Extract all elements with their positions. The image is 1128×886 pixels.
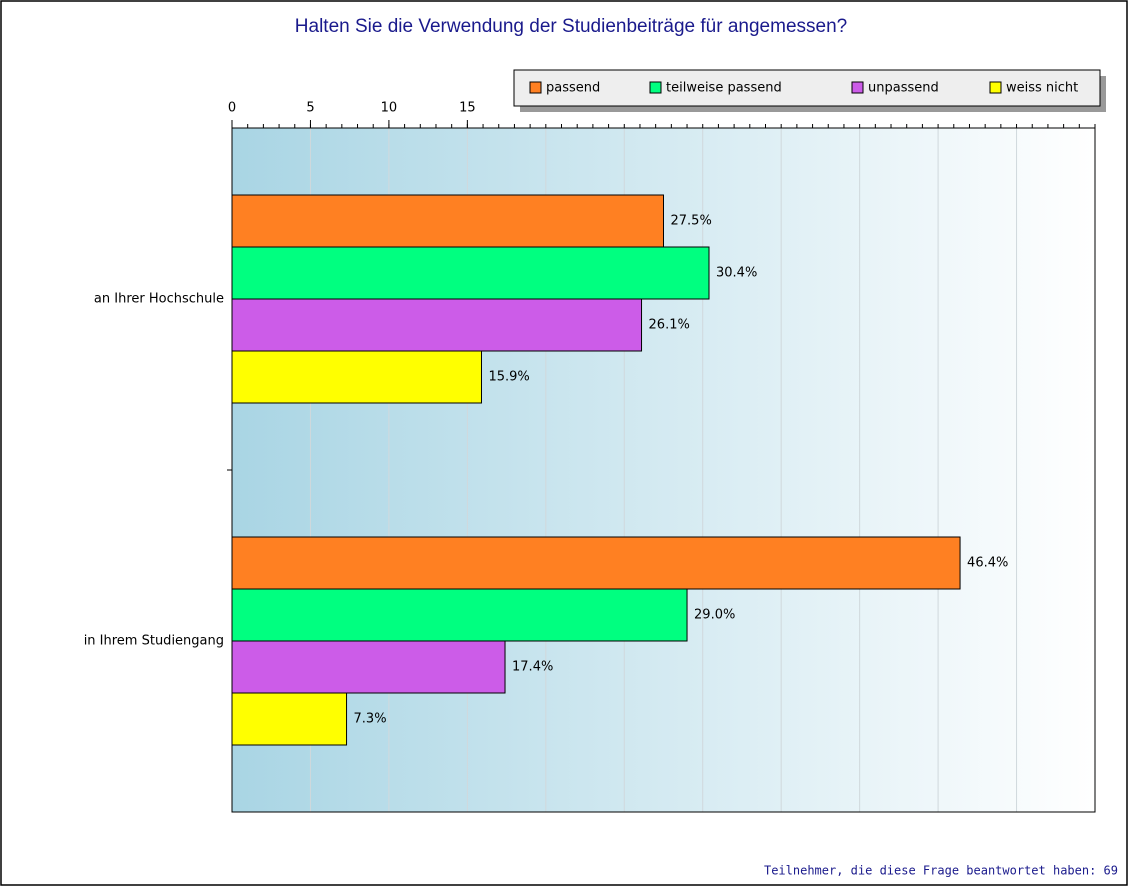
x-tick-label: 0 bbox=[228, 101, 236, 116]
data-label: 30.4% bbox=[716, 266, 757, 281]
legend-label: weiss nicht bbox=[1006, 81, 1078, 96]
legend-swatch bbox=[851, 81, 864, 94]
bar bbox=[231, 588, 688, 642]
note: Teilnehmer, die diese Frage beantwortet … bbox=[764, 864, 1118, 878]
data-label: 26.1% bbox=[649, 318, 690, 333]
bar bbox=[231, 246, 710, 300]
data-label: 15.9% bbox=[488, 370, 529, 385]
legend-label: teilweise passend bbox=[666, 81, 782, 96]
legend bbox=[513, 69, 1101, 107]
legend-swatch bbox=[529, 81, 542, 94]
data-label: 29.0% bbox=[694, 608, 735, 623]
bar bbox=[231, 640, 506, 694]
bar bbox=[231, 692, 348, 746]
data-label: 17.4% bbox=[512, 660, 553, 675]
bar bbox=[231, 298, 643, 352]
legend-swatch bbox=[989, 81, 1002, 94]
bar bbox=[231, 194, 664, 248]
x-tick-label: 15 bbox=[459, 101, 476, 116]
bar bbox=[231, 350, 482, 404]
legend-label: unpassend bbox=[868, 81, 939, 96]
legend-label: passend bbox=[546, 81, 600, 96]
bar bbox=[231, 536, 961, 590]
y-tick-label: an Ihrer Hochschule bbox=[94, 292, 224, 307]
data-label: 27.5% bbox=[671, 214, 712, 229]
legend-swatch bbox=[649, 81, 662, 94]
y-tick-label: in Ihrem Studiengang bbox=[84, 634, 224, 649]
data-label: 7.3% bbox=[354, 712, 387, 727]
chart-title: Halten Sie die Verwendung der Studienbei… bbox=[295, 16, 847, 37]
x-tick-label: 5 bbox=[306, 101, 314, 116]
x-tick-label: 10 bbox=[381, 101, 398, 116]
data-label: 46.4% bbox=[967, 556, 1008, 571]
